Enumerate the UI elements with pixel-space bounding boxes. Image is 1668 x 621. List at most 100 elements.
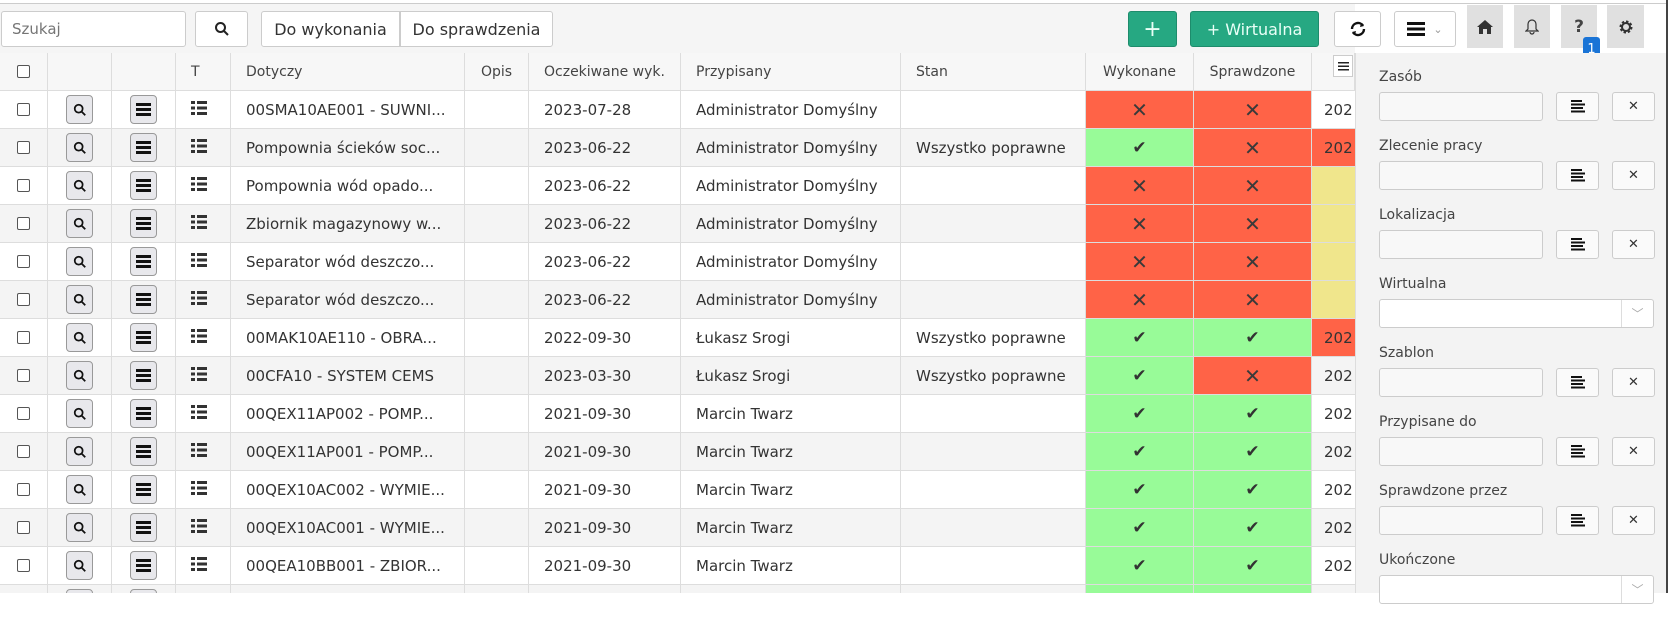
table-row[interactable]: 00QEX10AC002 - WYMIE... 2021-09-30 Marcin … xyxy=(0,471,1355,509)
header-oczekiwane[interactable]: Oczekiwane wyk. xyxy=(529,53,681,90)
filter-input[interactable] xyxy=(1379,368,1543,397)
clear-button[interactable]: ✕ xyxy=(1612,437,1655,466)
row-menu-button[interactable] xyxy=(130,285,157,314)
view-button[interactable] xyxy=(66,589,93,593)
select-all-checkbox[interactable] xyxy=(17,65,30,78)
row-menu-button[interactable] xyxy=(130,171,157,200)
lookup-button[interactable] xyxy=(1556,368,1599,397)
tab-do-wykonania[interactable]: Do wykonania xyxy=(261,11,400,47)
row-menu-button[interactable] xyxy=(130,399,157,428)
row-checkbox[interactable] xyxy=(17,483,30,496)
view-button[interactable] xyxy=(66,323,93,352)
view-button[interactable] xyxy=(66,209,93,238)
row-menu-button[interactable] xyxy=(130,437,157,466)
table-row[interactable]: 00QEX11AP001 - POMP... 2021-09-30 Marcin T… xyxy=(0,433,1355,471)
header-next[interactable] xyxy=(1312,53,1355,90)
lookup-button[interactable] xyxy=(1556,437,1599,466)
clear-button[interactable]: ✕ xyxy=(1612,92,1655,121)
status-cell xyxy=(901,547,1086,584)
sprawdzone-cell: ✕ xyxy=(1194,205,1312,242)
settings-button[interactable] xyxy=(1607,5,1644,48)
table-row[interactable]: Separator wód deszczo... 2023-06-22 Admini… xyxy=(0,281,1355,319)
row-checkbox[interactable] xyxy=(17,255,30,268)
add-button[interactable]: + xyxy=(1128,11,1177,47)
table-row[interactable]: ✔✔ xyxy=(0,585,1355,593)
row-menu-button[interactable] xyxy=(130,209,157,238)
view-button[interactable] xyxy=(66,247,93,276)
clear-button[interactable]: ✕ xyxy=(1612,368,1655,397)
notifications-button[interactable] xyxy=(1514,5,1550,48)
view-button[interactable] xyxy=(66,551,93,580)
column-menu-button[interactable] xyxy=(1333,55,1353,77)
row-checkbox[interactable] xyxy=(17,521,30,534)
row-menu-button[interactable] xyxy=(130,589,157,593)
clear-button[interactable]: ✕ xyxy=(1612,230,1655,259)
view-button[interactable] xyxy=(66,285,93,314)
row-checkbox[interactable] xyxy=(17,179,30,192)
table-row[interactable]: 00QEA10BB001 - ZBIOR... 2021-09-30 Marcin … xyxy=(0,547,1355,585)
row-checkbox[interactable] xyxy=(17,445,30,458)
table-row[interactable]: 00MAK10AE110 - OBRA... 2022-09-30 Łukasz S… xyxy=(0,319,1355,357)
table-row[interactable]: 00QEX11AP002 - POMP... 2021-09-30 Marcin T… xyxy=(0,395,1355,433)
filter-input[interactable] xyxy=(1379,230,1543,259)
row-menu-button[interactable] xyxy=(130,551,157,580)
filter-select[interactable]: ﹀ xyxy=(1379,575,1654,604)
view-button[interactable] xyxy=(66,399,93,428)
filter-input[interactable] xyxy=(1379,92,1543,121)
view-button[interactable] xyxy=(66,361,93,390)
view-button[interactable] xyxy=(66,95,93,124)
row-menu-button[interactable] xyxy=(130,475,157,504)
clear-button[interactable]: ✕ xyxy=(1612,161,1655,190)
row-checkbox[interactable] xyxy=(17,293,30,306)
header-opis[interactable]: Opis xyxy=(465,53,529,90)
row-checkbox[interactable] xyxy=(17,141,30,154)
lookup-button[interactable] xyxy=(1556,506,1599,535)
header-t[interactable]: T xyxy=(176,53,231,90)
row-menu-button[interactable] xyxy=(130,247,157,276)
search-input[interactable] xyxy=(1,11,186,47)
header-dotyczy[interactable]: Dotyczy xyxy=(231,53,465,90)
view-button[interactable] xyxy=(66,133,93,162)
view-menu-button[interactable]: ⌄ xyxy=(1394,11,1456,47)
table-row[interactable]: 00CFA10 - SYSTEM CEMS 2023-03-30 Łukasz Sr… xyxy=(0,357,1355,395)
view-button[interactable] xyxy=(66,513,93,542)
table-row[interactable]: Separator wód deszczo... 2023-06-22 Admini… xyxy=(0,243,1355,281)
home-button[interactable] xyxy=(1467,5,1503,48)
row-checkbox[interactable] xyxy=(17,217,30,230)
row-checkbox[interactable] xyxy=(17,103,30,116)
clear-button[interactable]: ✕ xyxy=(1612,506,1655,535)
row-menu-button[interactable] xyxy=(130,323,157,352)
row-checkbox[interactable] xyxy=(17,331,30,344)
lookup-button[interactable] xyxy=(1556,161,1599,190)
row-menu-button[interactable] xyxy=(130,95,157,124)
table-row[interactable]: Pompownia wód opado... 2023-06-22 Administ… xyxy=(0,167,1355,205)
search-button[interactable] xyxy=(195,11,248,47)
lookup-button[interactable] xyxy=(1556,92,1599,121)
view-button[interactable] xyxy=(66,171,93,200)
row-menu-button[interactable] xyxy=(130,133,157,162)
tab-do-sprawdzenia[interactable]: Do sprawdzenia xyxy=(400,11,553,47)
row-checkbox[interactable] xyxy=(17,559,30,572)
filter-input[interactable] xyxy=(1379,161,1543,190)
select-cell xyxy=(0,433,48,470)
table-row[interactable]: 00QEX10AC001 - WYMIE... 2021-09-30 Marcin … xyxy=(0,509,1355,547)
view-button[interactable] xyxy=(66,475,93,504)
filter-input[interactable] xyxy=(1379,437,1543,466)
view-button[interactable] xyxy=(66,437,93,466)
table-row[interactable]: 00SMA10AE001 - SUWNI... 2023-07-28 Adminis… xyxy=(0,91,1355,129)
filter-input[interactable] xyxy=(1379,506,1543,535)
refresh-button[interactable] xyxy=(1334,11,1381,47)
table-row[interactable]: Zbiornik magazynowy w... 2023-06-22 Admini… xyxy=(0,205,1355,243)
row-checkbox[interactable] xyxy=(17,369,30,382)
lookup-button[interactable] xyxy=(1556,230,1599,259)
header-wykonane[interactable]: Wykonane xyxy=(1086,53,1194,90)
filter-select[interactable]: ﹀ xyxy=(1379,299,1654,328)
table-row[interactable]: Pompownia ścieków soc... 2023-06-22 Admini… xyxy=(0,129,1355,167)
header-stan[interactable]: Stan xyxy=(901,53,1086,90)
row-menu-button[interactable] xyxy=(130,513,157,542)
row-menu-button[interactable] xyxy=(130,361,157,390)
add-virtual-button[interactable]: + Wirtualna xyxy=(1190,11,1319,47)
row-checkbox[interactable] xyxy=(17,407,30,420)
header-sprawdzone[interactable]: Sprawdzone xyxy=(1194,53,1312,90)
header-przypisany[interactable]: Przypisany xyxy=(681,53,901,90)
